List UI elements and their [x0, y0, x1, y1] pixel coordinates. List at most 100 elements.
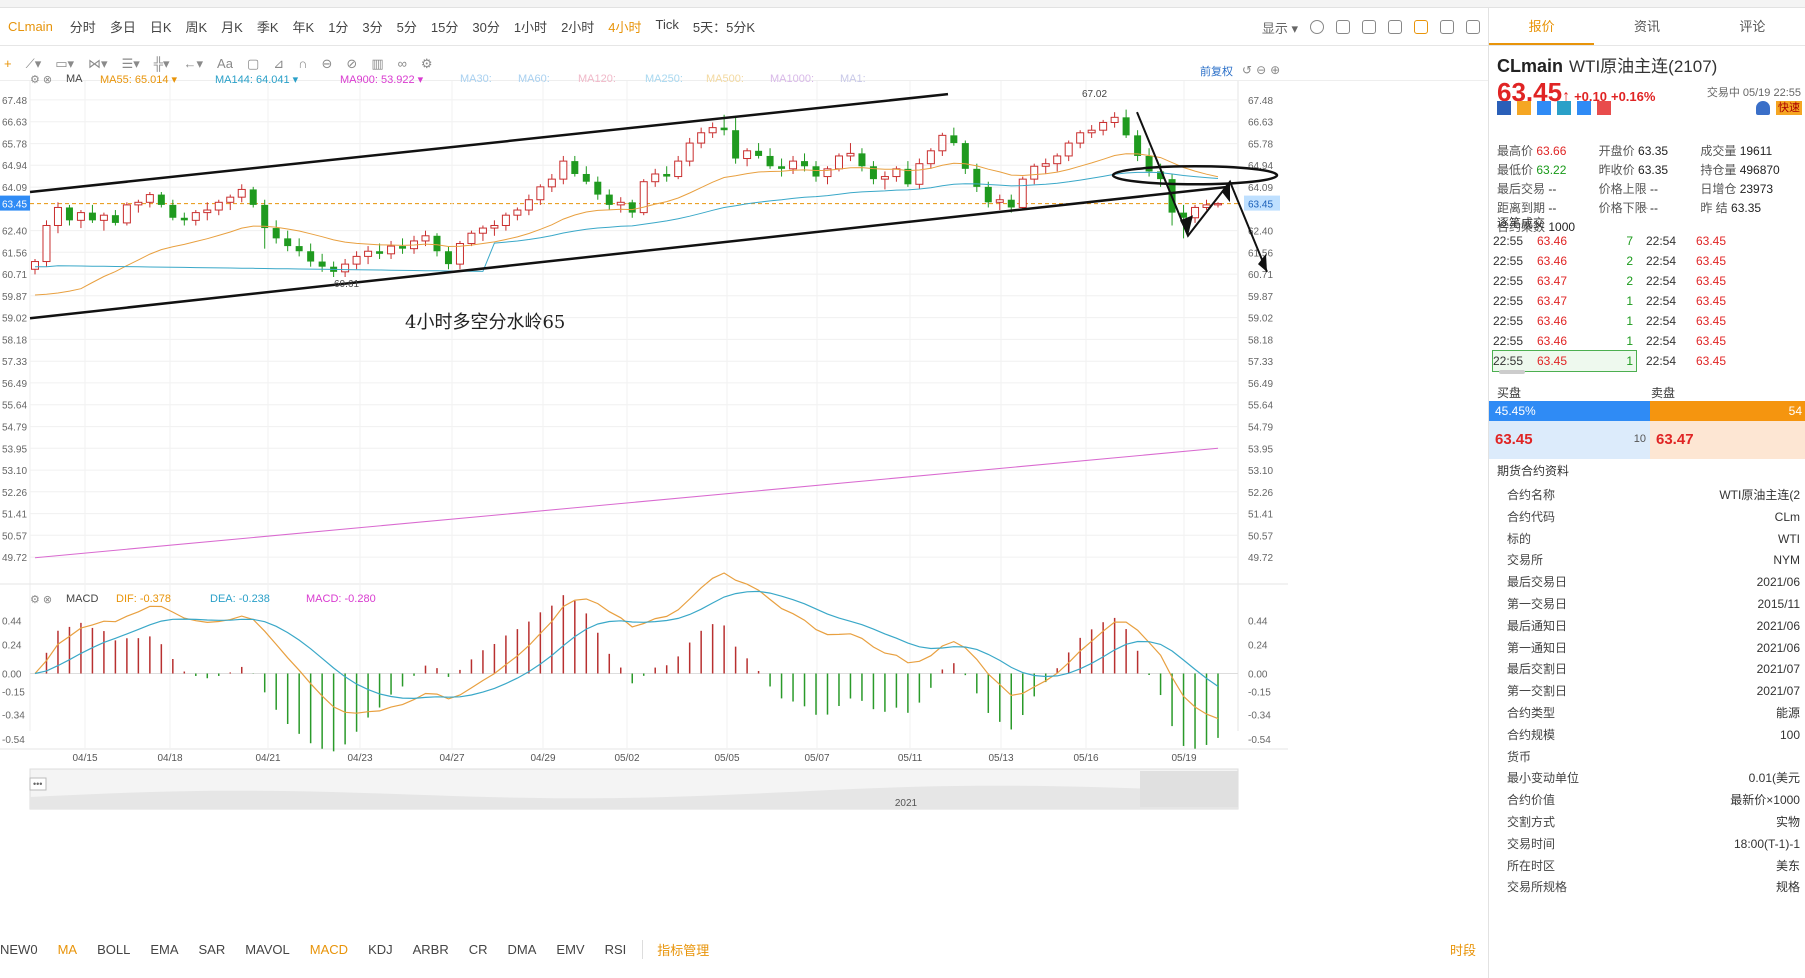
tick-row: 22:55 63.47 2 22:54 63.45 [1493, 274, 1727, 288]
tick-scroll[interactable] [1499, 370, 1525, 374]
measure-tool-icon[interactable]: ╬▾ [153, 55, 170, 71]
ma-item-2[interactable]: MA900: 53.922 ▾ [340, 74, 424, 86]
timeframe-5[interactable]: 季K [256, 20, 279, 35]
indicator-new0[interactable]: NEW0 [0, 941, 38, 957]
note-tool-icon[interactable]: ▢ [246, 55, 260, 71]
candle-body [433, 235, 441, 252]
flag-icon[interactable] [1497, 101, 1511, 115]
settings-gear-icon[interactable] [1310, 20, 1324, 34]
ma-item-3[interactable]: MA30: [460, 73, 492, 85]
timeframe-8[interactable]: 3分 [362, 20, 383, 35]
symbol-label[interactable]: CLmain [8, 19, 53, 34]
indicator-emv[interactable]: EMV [556, 941, 585, 957]
ma-item-1[interactable]: MA144: 64.041 ▾ [215, 74, 299, 86]
chart-controls: ↺⊖⊕ [1242, 63, 1284, 77]
timeframe-7[interactable]: 1分 [328, 20, 349, 35]
collapse-chevron-icon[interactable]: ︿ [1637, 199, 1648, 211]
timeframe-9[interactable]: 5分 [396, 20, 417, 35]
panel-tab-1[interactable]: 资讯 [1633, 19, 1660, 34]
timeframe-6[interactable]: 年K [292, 20, 315, 35]
timeframe-14[interactable]: 4小时 [608, 20, 642, 35]
channel-tool-icon[interactable]: ☰▾ [121, 55, 140, 71]
timeframe-11[interactable]: 30分 [472, 20, 500, 35]
timeframe-15[interactable]: Tick [655, 17, 679, 32]
ma-settings-icon[interactable]: ⚙ ⊗ [30, 74, 53, 86]
price-chart[interactable]: 67.48 67.48 66.63 66.63 65.78 65.78 64.94 64.94… [0, 81, 1488, 934]
indicator-arbr[interactable]: ARBR [412, 941, 449, 957]
indicator-kdj[interactable]: KDJ [368, 941, 393, 957]
text-tool-icon[interactable]: Aa [217, 56, 233, 71]
indicator-boll[interactable]: BOLL [97, 941, 131, 957]
timeframe-3[interactable]: 周K [185, 20, 208, 35]
ma-item-0[interactable]: MA55: 65.014 ▾ [100, 74, 178, 86]
indicator-ma[interactable]: MA [57, 941, 78, 957]
zoom-in-icon[interactable]: ⊕ [1270, 63, 1285, 77]
ma-item-8[interactable]: MA1000: [770, 73, 815, 85]
price-tick-right: 56.49 [1248, 379, 1273, 390]
arrow-tool-icon[interactable]: ←▾ [183, 55, 204, 71]
pencil-icon[interactable] [1414, 20, 1428, 34]
macd-settings-icon[interactable]: ⚙ ⊗ [30, 594, 53, 606]
indicator-rsi[interactable]: RSI [604, 941, 627, 957]
fullscreen-icon[interactable] [1440, 20, 1454, 34]
timeframe-13[interactable]: 2小时 [561, 20, 595, 35]
person-icon[interactable] [1537, 101, 1551, 115]
edit-chart-icon[interactable] [1388, 20, 1402, 34]
fib-tool-icon[interactable]: ⋈▾ [88, 55, 108, 71]
spec-row: 最后交易日 2021/06 [1507, 575, 1800, 590]
ma-item-6[interactable]: MA250: [645, 73, 683, 85]
indicator-ema[interactable]: EMA [150, 941, 179, 957]
timeframe-1[interactable]: 多日 [109, 20, 136, 35]
indicator-macd[interactable]: MACD [309, 941, 349, 957]
share-icon[interactable] [1557, 101, 1571, 115]
brush-tool-icon[interactable]: ⊿ [273, 55, 285, 71]
chart-icon[interactable] [1577, 101, 1591, 115]
indicator-manager-button[interactable]: 指标管理 [642, 939, 709, 959]
camera-icon[interactable] [1362, 20, 1376, 34]
reset-icon[interactable]: ↺ [1242, 63, 1257, 77]
panel-tab-2[interactable]: 评论 [1739, 19, 1766, 34]
display-dropdown[interactable]: 显示 ▾ [1261, 20, 1298, 36]
timeframe-4[interactable]: 月K [221, 20, 243, 35]
hide-icon[interactable]: ⊘ [346, 55, 358, 71]
candle-body [376, 251, 384, 254]
date-tick: 05/11 [898, 753, 923, 764]
indicator-dma[interactable]: DMA [507, 941, 537, 957]
trash-icon[interactable]: ▥ [371, 55, 384, 71]
lock-icon[interactable]: ⊖ [321, 55, 333, 71]
indicator-sar[interactable]: SAR [198, 941, 226, 957]
timeframe-0[interactable]: 分时 [69, 20, 96, 35]
timeframe-2[interactable]: 日K [149, 20, 172, 35]
candle-body [685, 142, 694, 162]
draw-settings-icon[interactable]: ⚙ [420, 55, 433, 71]
adjust-label[interactable]: 前复权 [1200, 66, 1233, 78]
timeframe-12[interactable]: 1小时 [513, 20, 548, 35]
ma-name[interactable]: MA [66, 73, 83, 85]
split-view-icon[interactable] [1466, 20, 1480, 34]
rect-tool-icon[interactable]: ▭▾ [55, 55, 75, 71]
heart-icon[interactable] [1597, 101, 1611, 115]
candle-body [490, 224, 499, 229]
indicator-mavol[interactable]: MAVOL [245, 941, 290, 957]
ma-item-9[interactable]: MA1: [840, 73, 866, 85]
bell-icon[interactable] [1756, 101, 1770, 115]
panel-tab-0[interactable]: 报价 [1489, 8, 1595, 45]
add-icon[interactable]: + [4, 56, 12, 71]
timeframe-10[interactable]: 15分 [430, 20, 459, 35]
layout-square-icon[interactable] [1336, 20, 1350, 34]
ma-item-4[interactable]: MA60: [518, 73, 550, 85]
flash-icon[interactable] [1517, 101, 1531, 115]
timeframe-16[interactable]: 5天：5分K [692, 20, 756, 35]
spec-row: 合约价值 最新价×1000 [1507, 793, 1800, 808]
indicator-cr[interactable]: CR [468, 941, 488, 957]
ma-item-7[interactable]: MA500: [706, 73, 744, 85]
magnet-icon[interactable]: ∩ [298, 56, 308, 71]
ma-item-5[interactable]: MA120: [578, 73, 616, 85]
line-tool-icon[interactable]: ⟋▾ [25, 55, 42, 71]
link-icon[interactable]: ∞ [397, 56, 407, 71]
time-range-button[interactable]: 时段 [1449, 942, 1476, 958]
macd-name[interactable]: MACD [66, 593, 99, 605]
zoom-out-icon[interactable]: ⊖ [1256, 63, 1271, 77]
date-tick: 05/13 [988, 753, 1013, 764]
quick-trade-button[interactable]: 快速 [1776, 101, 1802, 115]
